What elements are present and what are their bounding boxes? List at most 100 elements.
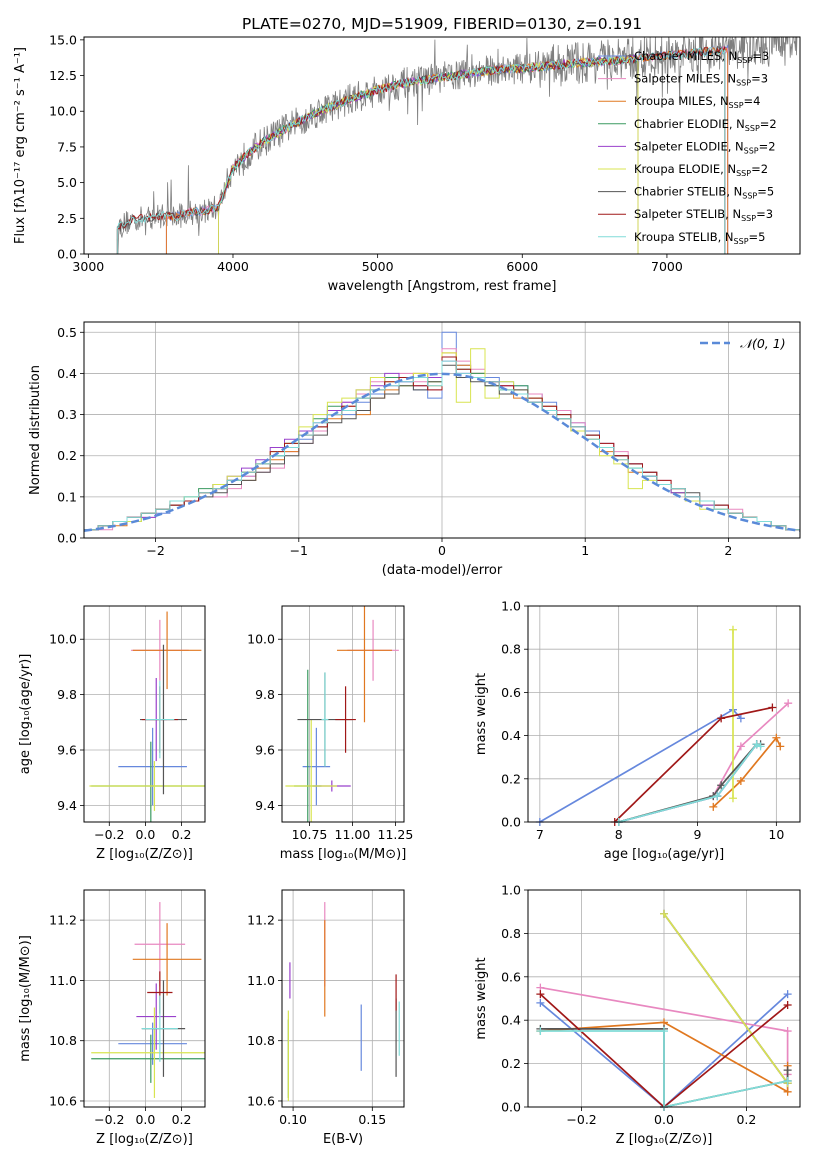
y-tick-label: 0.2 <box>501 771 521 786</box>
y-axis-label: age [log₁₀(age/yr)] <box>18 654 33 775</box>
legend-label-main: Kroupa MILES, N <box>634 94 729 108</box>
y-tick-label: 0.2 <box>501 1056 521 1071</box>
mass-weight-marker-salpeter_miles <box>784 699 793 708</box>
y-tick-label: 0.4 <box>501 728 521 743</box>
y-tick-label: 0.0 <box>501 1100 521 1115</box>
mass-weight-marker-kroupa_miles <box>772 733 781 742</box>
plot-frame <box>281 605 405 823</box>
x-axis-label: (data-model)/error <box>382 563 503 578</box>
legend-label-tail: =2 <box>760 117 777 131</box>
mass-weight-marker-kroupa_miles <box>783 1087 792 1096</box>
x-tick-label: 1 <box>581 543 589 558</box>
mass-weight-marker-chabrier_stelib <box>783 1066 792 1075</box>
x-tick-label: 11.00 <box>335 827 371 842</box>
legend-label-sub: SSP <box>744 146 759 155</box>
figure-title: PLATE=0270, MJD=51909, FIBERID=0130, z=0… <box>242 15 642 33</box>
legend-label-sub: SSP <box>734 237 749 246</box>
y-tick-label: 1.0 <box>501 599 521 614</box>
y-tick-label: 10.0 <box>247 632 275 647</box>
legend-label-chabrier_miles: Chabrier MILES, NSSP=3 <box>634 49 769 65</box>
model-spectrum-kroupa_stelib <box>116 47 726 254</box>
x-tick-label: 0.2 <box>172 1112 192 1127</box>
plot-frame <box>83 889 206 1108</box>
x-axis-label: wavelength [Angstrom, rest frame] <box>328 279 557 294</box>
y-axis-label: mass [log₁₀(M/M⊙)] <box>18 935 33 1062</box>
x-tick-label: −1 <box>290 543 308 558</box>
mass-weight-vs-metallicity-panel: −0.2 0.0 0.2 0.0 0.2 0.4 0.6 0.8 1.0 Z [log₁₀(Z/Z… <box>474 883 801 1147</box>
y-tick-label: 2.5 <box>57 211 77 226</box>
x-tick-label: 3000 <box>72 259 104 274</box>
mass-vs-metallicity-panel: −0.2 0.0 0.2 10.6 10.8 11.0 11.2 Z [log₁₀(Z/Z⊙)… <box>18 889 206 1147</box>
model-spectrum-kroupa_elodie <box>218 54 639 254</box>
x-tick-label: 5000 <box>362 259 394 274</box>
x-tick-label: 0.2 <box>736 1112 756 1127</box>
plot-frame <box>83 36 801 255</box>
mass-weight-marker-kroupa_stelib <box>783 1076 792 1085</box>
legend-label-main: Chabrier STELIB, N <box>634 185 742 199</box>
legend-label-tail: =2 <box>759 139 776 153</box>
y-tick-label: 10.0 <box>49 632 77 647</box>
legend-label-main: Chabrier MILES, N <box>634 49 737 63</box>
mass-weight-vs-age-panel: 7 8 9 10 0.0 0.2 0.4 0.6 0.8 1.0 age [log₁₀(age/yr… <box>474 599 801 862</box>
x-tick-label: 0.10 <box>279 1112 307 1127</box>
x-axis-label: age [log₁₀(age/yr)] <box>604 847 725 862</box>
y-axis-label: mass weight <box>474 957 489 1039</box>
y-tick-label: 12.5 <box>49 68 77 83</box>
x-axis-label: Z [log₁₀(Z/Z⊙)] <box>96 1132 193 1147</box>
mass-weight-marker-salpeter_stelib <box>783 1001 792 1010</box>
x-axis-label: Z [log₁₀(Z/Z⊙)] <box>96 847 193 862</box>
model-spectrum-chabrier_stelib <box>116 45 726 254</box>
legend-label-kroupa_stelib: Kroupa STELIB, NSSP=5 <box>634 230 765 246</box>
mass-weight-marker-kroupa_stelib <box>713 792 722 801</box>
normal-distribution-curve <box>84 372 800 533</box>
legend-label-sub: SSP <box>742 192 757 201</box>
x-axis-label: Z [log₁₀(Z/Z⊙)] <box>616 1132 713 1147</box>
y-tick-label: 10.6 <box>49 1093 77 1108</box>
model-spectrum-salpeter_elodie <box>218 54 639 254</box>
x-tick-label: −2 <box>146 543 164 558</box>
legend-label-chabrier_stelib: Chabrier STELIB, NSSP=5 <box>634 185 774 201</box>
legend-label-sub: SSP <box>741 214 756 223</box>
x-tick-label: 0.15 <box>358 1112 386 1127</box>
legend-label-kroupa_elodie: Kroupa ELODIE, NSSP=2 <box>634 162 768 178</box>
x-tick-label: 6000 <box>506 259 538 274</box>
plot-frame <box>83 605 206 823</box>
x-tick-label: −0.2 <box>94 1112 124 1127</box>
x-tick-label: 0.0 <box>135 827 155 842</box>
residuals-panel: −2 −1 0 1 2 0.0 0.1 0.2 0.3 0.4 0.5 (data-model)/er… <box>28 321 801 578</box>
x-tick-label: 8 <box>615 827 623 842</box>
mass-weight-line-chabrier_miles <box>539 708 742 822</box>
y-tick-label: 10.8 <box>247 1033 275 1048</box>
y-tick-label: 9.8 <box>57 687 77 702</box>
y-tick-label: 0.4 <box>501 1013 521 1028</box>
legend-label-sub: SSP <box>737 56 752 65</box>
mass-vs-ebv-panel: 0.10 0.15 10.6 10.8 11.0 11.2 E(B-V) <box>247 889 405 1147</box>
legend-label-salpeter_stelib: Salpeter STELIB, NSSP=3 <box>634 207 773 223</box>
x-axis-label: mass [log₁₀(M/M⊙)] <box>280 847 407 862</box>
legend-label-main: Kroupa STELIB, N <box>634 230 734 244</box>
mass-weight-marker-salpeter_miles <box>783 1027 792 1036</box>
legend-label-main: Salpeter MILES, N <box>634 72 736 86</box>
plot-frame <box>83 321 801 539</box>
y-tick-label: 0.0 <box>501 815 521 830</box>
y-tick-label: 10.8 <box>49 1033 77 1048</box>
legend-label-main: Salpeter STELIB, N <box>634 207 741 221</box>
legend-label-chabrier_elodie: Chabrier ELODIE, NSSP=2 <box>634 117 777 133</box>
age-vs-mass-panel: 10.75 11.00 11.25 9.4 9.6 9.8 10.0 mass [log₁₀(… <box>247 605 414 862</box>
mass-weight-marker-chabrier_stelib <box>717 781 726 790</box>
y-tick-label: 10.6 <box>247 1093 275 1108</box>
mass-weight-marker-kroupa_stelib <box>536 1027 545 1036</box>
y-tick-label: 7.5 <box>57 139 77 154</box>
y-tick-label: 9.4 <box>57 798 77 813</box>
y-tick-label: 11.0 <box>247 973 275 988</box>
y-tick-label: 9.4 <box>255 798 275 813</box>
age-vs-metallicity-panel: −0.2 0.0 0.2 9.4 9.6 9.8 10.0 Z [log₁₀(Z/Z⊙)] ag… <box>18 605 206 862</box>
y-axis-label: mass weight <box>474 673 489 755</box>
x-axis-label: E(B-V) <box>323 1132 363 1147</box>
y-tick-label: 0.0 <box>57 247 77 262</box>
x-tick-label: −0.2 <box>94 827 124 842</box>
x-tick-label: 11.25 <box>378 827 414 842</box>
mass-weight-marker-kroupa_miles <box>709 802 718 811</box>
legend-label-tail: =4 <box>744 94 761 108</box>
